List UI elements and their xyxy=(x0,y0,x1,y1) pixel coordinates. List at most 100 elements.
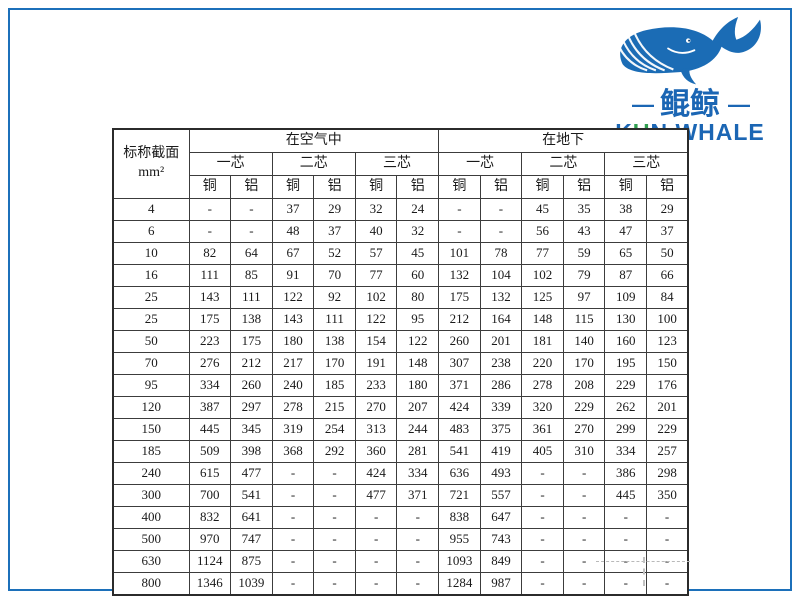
ampacity-value-cell: 125 xyxy=(521,286,564,309)
row-label-cross-section: 150 xyxy=(112,418,190,441)
ampacity-value-cell: 100 xyxy=(646,308,689,331)
ampacity-value-cell: 270 xyxy=(562,418,606,441)
core-header: 二芯 xyxy=(521,152,606,176)
ampacity-value-cell: 220 xyxy=(521,352,564,375)
ampacity-value-cell: 223 xyxy=(188,330,232,353)
table-row: 95 334 260 240 185 233 180 371 286 278 208 229 176 xyxy=(112,374,689,397)
ampacity-value-cell: 955 xyxy=(438,528,481,551)
ampacity-value-cell: - xyxy=(313,572,356,596)
ampacity-value-cell: 313 xyxy=(354,418,398,441)
row-label-cross-section: 25 xyxy=(112,308,190,331)
brand-name-chinese: — 鲲鲸 — xyxy=(594,90,786,120)
ampacity-value-cell: 29 xyxy=(313,198,356,221)
ampacity-value-cell: 148 xyxy=(396,352,440,375)
ampacity-value-cell: 102 xyxy=(521,264,564,287)
ampacity-value-cell: 334 xyxy=(188,374,232,397)
material-header: 铝 xyxy=(396,175,440,199)
material-header: 铝 xyxy=(479,175,523,199)
ampacity-value-cell: 278 xyxy=(271,396,315,419)
ampacity-value-cell: 334 xyxy=(396,462,440,485)
row-label-cross-section: 6 xyxy=(112,220,190,243)
table-row: 4- -37 29 32 24- -45 35 38 29 xyxy=(112,198,689,221)
ampacity-value-cell: - xyxy=(396,528,440,551)
ampacity-value-cell: 229 xyxy=(562,396,606,419)
ampacity-value-cell: 636 xyxy=(438,462,481,485)
ampacity-value-cell: 123 xyxy=(646,330,689,353)
ampacity-value-cell: 493 xyxy=(479,462,523,485)
ampacity-value-cell: 419 xyxy=(479,440,523,463)
ampacity-value-cell: 122 xyxy=(396,330,440,353)
ampacity-value-cell: 1124 xyxy=(188,550,232,573)
ampacity-value-cell: 92 xyxy=(313,286,356,309)
table-header-row-cores: 一芯 二芯 三芯 一芯 二芯 三芯 xyxy=(113,152,689,176)
ampacity-value-cell: - xyxy=(313,528,356,551)
ampacity-value-cell: 176 xyxy=(646,374,689,397)
ampacity-value-cell: 66 xyxy=(646,264,689,287)
table-row: 25 175 138 143 111 122 95 212 164 148 115 130 100 xyxy=(112,308,689,331)
ampacity-value-cell: - xyxy=(604,506,648,529)
table-row: 50 223 175 180 138 154 122 260 201 181 140 160 123 xyxy=(112,330,689,353)
ampacity-value-cell: 59 xyxy=(562,242,606,265)
material-header: 铜 xyxy=(354,175,398,199)
ampacity-value-cell: 82 xyxy=(188,242,232,265)
ampacity-value-cell: 270 xyxy=(354,396,398,419)
ampacity-value-cell: 371 xyxy=(438,374,481,397)
table-row: 150 445 345 319 254 313 244 483 375 361 270 299 229 xyxy=(112,418,689,441)
corner-header-cell: 标称截面 mm² xyxy=(112,128,190,199)
ampacity-value-cell: 40 xyxy=(354,220,398,243)
ampacity-value-cell: 368 xyxy=(271,440,315,463)
ampacity-value-cell: - xyxy=(521,550,564,573)
ampacity-value-cell: 95 xyxy=(396,308,440,331)
ampacity-value-cell: - xyxy=(313,506,356,529)
material-header: 铝 xyxy=(562,175,606,199)
ampacity-value-cell: 48 xyxy=(271,220,315,243)
ampacity-value-cell: 424 xyxy=(354,462,398,485)
table-row: 400 832 641- - - -838 647- - - - xyxy=(112,506,689,529)
ampacity-value-cell: 201 xyxy=(646,396,689,419)
ampacity-value-cell: 375 xyxy=(479,418,523,441)
row-label-cross-section: 50 xyxy=(112,330,190,353)
ampacity-value-cell: - xyxy=(188,220,232,243)
ampacity-value-cell: 122 xyxy=(271,286,315,309)
ampacity-value-cell: 143 xyxy=(188,286,232,309)
row-label-cross-section: 240 xyxy=(112,462,190,485)
ampacity-value-cell: 122 xyxy=(354,308,398,331)
kun-whale-logo: — 鲲鲸 — KUN WHALE xyxy=(594,10,786,144)
ampacity-value-cell: 260 xyxy=(230,374,273,397)
core-header: 一芯 xyxy=(188,152,273,176)
ampacity-value-cell: - xyxy=(479,198,523,221)
ampacity-value-cell: 208 xyxy=(562,374,606,397)
ampacity-value-cell: 386 xyxy=(604,462,648,485)
ampacity-value-cell: - xyxy=(396,572,440,596)
ampacity-value-cell: - xyxy=(438,220,481,243)
ampacity-value-cell: 109 xyxy=(604,286,648,309)
table-header-row-groups: 标称截面 mm² 在空气中 在地下 xyxy=(112,128,689,199)
corner-header-line2: mm² xyxy=(138,165,165,180)
ampacity-value-cell: 101 xyxy=(438,242,481,265)
ampacity-value-cell: 180 xyxy=(271,330,315,353)
ampacity-value-cell: 345 xyxy=(230,418,273,441)
ampacity-value-cell: - xyxy=(438,198,481,221)
row-label-cross-section: 300 xyxy=(112,484,190,507)
ampacity-value-cell: 244 xyxy=(396,418,440,441)
ampacity-value-cell: 477 xyxy=(230,462,273,485)
ampacity-value-cell: 233 xyxy=(354,374,398,397)
ampacity-value-cell: 32 xyxy=(354,198,398,221)
ampacity-value-cell: 175 xyxy=(230,330,273,353)
table-row: 70 276 212 217 170 191 148 307 238 220 170 195 150 xyxy=(112,352,689,375)
ampacity-value-cell: 43 xyxy=(562,220,606,243)
row-label-cross-section: 185 xyxy=(112,440,190,463)
ampacity-value-cell: 115 xyxy=(562,308,606,331)
ampacity-value-cell: 319 xyxy=(271,418,315,441)
ampacity-value-cell: - xyxy=(354,550,398,573)
row-label-cross-section: 16 xyxy=(112,264,190,287)
row-label-cross-section: 95 xyxy=(112,374,190,397)
ampacity-value-cell: 201 xyxy=(479,330,523,353)
ampacity-value-cell: 987 xyxy=(479,572,523,596)
ampacity-value-cell: - xyxy=(271,528,315,551)
ampacity-value-cell: 80 xyxy=(396,286,440,309)
ampacity-value-cell: 50 xyxy=(646,242,689,265)
table-row: 185 509 398 368 292 360 281 541 419 405 310 334 257 xyxy=(112,440,689,463)
ampacity-value-cell: 212 xyxy=(230,352,273,375)
ampacity-value-cell: 37 xyxy=(271,198,315,221)
